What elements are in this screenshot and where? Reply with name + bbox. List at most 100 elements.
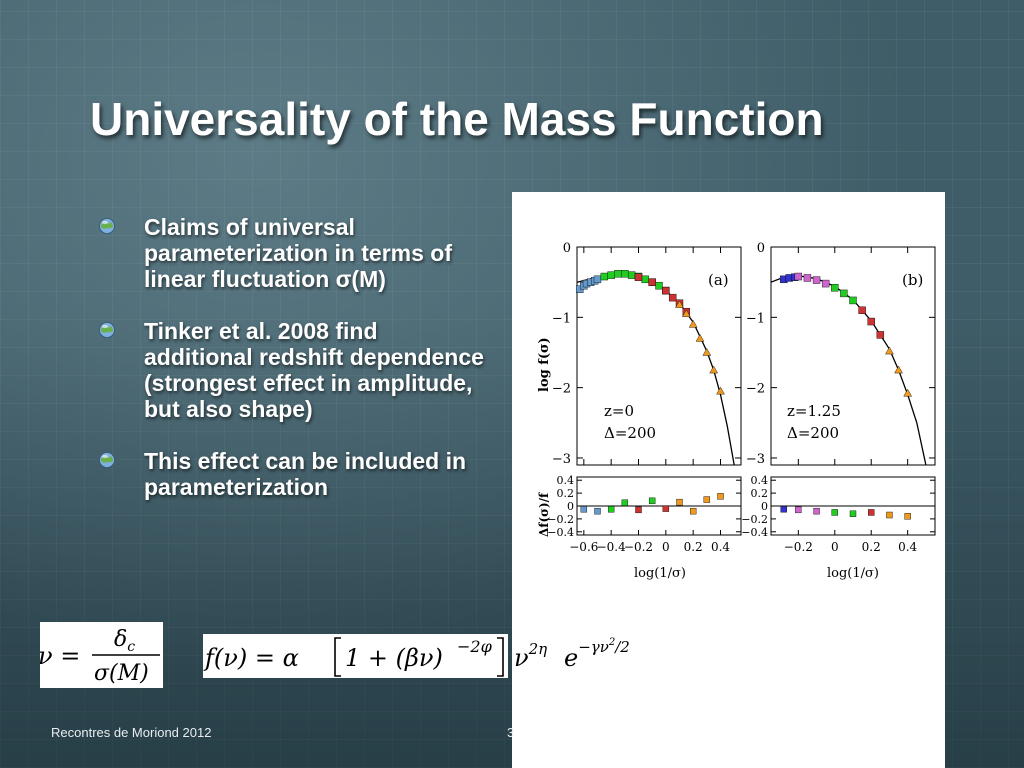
bullet-item: This effect can be included in parameter…: [98, 448, 498, 500]
left-bracket: [334, 637, 341, 677]
y-axis-label-residual: Δf(σ)/f: [537, 492, 551, 537]
y-tick-label: −1: [746, 311, 765, 326]
panel-a-overdensity: Δ=200: [604, 424, 656, 442]
data-point: [858, 306, 866, 314]
panel-b-overdensity: Δ=200: [787, 424, 839, 442]
data-point: [831, 284, 839, 292]
residual-y-tick-label: 0.2: [557, 487, 575, 500]
f-equation-exp-term: e−γν2/2: [564, 637, 630, 672]
residual-point: [594, 507, 601, 515]
footer-event: Recontres de Moriond 2012: [51, 725, 212, 740]
f-equation-bracket-term: 1 + (βν): [345, 644, 443, 672]
bullet-item: Tinker et al. 2008 find additional redsh…: [98, 318, 498, 422]
residual-point: [904, 513, 911, 520]
x-tick-label: −0.6: [569, 540, 598, 554]
residual-point: [849, 510, 857, 517]
x-axis-label-b: log(1/σ): [827, 566, 879, 581]
y-tick-label: −2: [552, 382, 571, 397]
mass-function-figure: (a) (b) z=0 Δ=200 z=1.25 Δ=200 log f(σ) …: [537, 241, 936, 581]
data-point: [849, 296, 857, 305]
data-point: [614, 270, 622, 278]
data-point: [821, 279, 830, 288]
residual-point: [795, 506, 802, 514]
residual-point: [868, 509, 875, 516]
data-point: [655, 281, 663, 290]
data-point: [903, 388, 913, 397]
nu-numerator-subscript: c: [127, 639, 135, 655]
residual-y-tick-label: −0.2: [741, 513, 768, 526]
residual-y-tick-label: −0.4: [741, 526, 768, 539]
y-axis-label-main: log f(σ): [537, 337, 552, 392]
y-tick-label: −2: [746, 382, 765, 397]
residual-y-tick-label: 0: [567, 500, 574, 513]
residual-point: [580, 506, 588, 513]
residual-point: [607, 506, 615, 513]
residual-point: [676, 498, 683, 506]
f-nu-base: ν: [514, 644, 529, 672]
panel-a-frame: [576, 246, 742, 466]
data-point: [695, 334, 705, 342]
panel-b-frame: [770, 246, 936, 466]
globe-bullet-icon: [99, 322, 115, 338]
f-equation-bracket-exponent: −2φ: [457, 637, 493, 656]
data-point: [867, 317, 875, 326]
data-point: [894, 365, 903, 374]
x-tick-label: −0.4: [597, 540, 627, 554]
f-nu-exponent: 2η: [528, 640, 548, 658]
residual-point: [703, 496, 711, 503]
residual-y-tick-label: −0.2: [547, 513, 574, 526]
x-tick-label: 0: [831, 540, 839, 554]
nu-equation-lhs: ν =: [40, 642, 80, 670]
residual-y-tick-label: 0.4: [557, 474, 575, 487]
data-point: [803, 274, 812, 282]
f-exp-exponent-divisor: /2: [613, 638, 630, 656]
y-tick-label: 0: [563, 241, 571, 256]
slide-number: 3: [507, 725, 515, 740]
residual-point: [831, 509, 838, 516]
data-point: [876, 331, 885, 339]
panel-b-residual-plot: 0.40.20−0.2−0.4−0.2 0 0.2 0.4: [741, 474, 935, 554]
data-point: [593, 275, 602, 284]
panel-b-label: (b): [902, 271, 923, 289]
data-point: [885, 346, 894, 355]
residual-point: [886, 511, 893, 519]
residual-point: [813, 507, 820, 515]
x-axis-label-a: log(1/σ): [634, 566, 686, 581]
y-tick-label: −3: [552, 452, 571, 467]
x-tick-label: −0.2: [784, 540, 813, 554]
bullet-text: This effect can be included in parameter…: [144, 448, 467, 500]
nu-equation-numerator: δc: [114, 627, 135, 655]
x-tick-label: 0: [662, 540, 670, 554]
bullet-text: Claims of universal parameterization in …: [144, 214, 453, 292]
data-point: [716, 386, 725, 395]
slide-title: Universality of the Mass Function: [90, 93, 824, 145]
data-point: [840, 289, 848, 298]
x-tick-label: 0.2: [862, 540, 881, 554]
bullet-text: Tinker et al. 2008 find additional redsh…: [144, 318, 484, 422]
f-exp-exponent-square: 2: [608, 637, 615, 648]
residual-point: [662, 505, 670, 512]
globe-bullet-icon: [99, 452, 115, 468]
y-tick-label: −1: [552, 311, 571, 326]
panel-a-label: (a): [708, 271, 729, 289]
f-equation-lhs: f(ν) = α: [203, 644, 299, 672]
data-point: [702, 348, 712, 356]
f-exp-exponent: −γν: [578, 638, 609, 656]
bullet-list: Claims of universal parameterization in …: [98, 214, 498, 526]
f-nu-equation: f(ν) = α 1 + (βν) −2φ: [203, 634, 508, 678]
panel-a-plot: 0 −1 −2 −3: [552, 241, 741, 467]
x-tick-label: 0.4: [711, 540, 730, 554]
globe-bullet-icon: [99, 218, 115, 234]
panel-a-redshift: z=0: [604, 402, 634, 420]
y-tick-label: 0: [757, 241, 765, 256]
residual-y-tick-label: 0: [761, 500, 768, 513]
data-point: [662, 286, 670, 295]
figure-panel: (a) (b) z=0 Δ=200 z=1.25 Δ=200 log f(σ) …: [512, 192, 945, 768]
f-nu-equation-tail: ν2η e−γν2/2: [514, 637, 630, 672]
bullet-item: Claims of universal parameterization in …: [98, 214, 498, 292]
residual-point: [621, 499, 629, 506]
data-point: [634, 273, 643, 281]
data-point: [641, 275, 650, 284]
data-point: [688, 319, 698, 328]
data-point: [648, 278, 656, 286]
